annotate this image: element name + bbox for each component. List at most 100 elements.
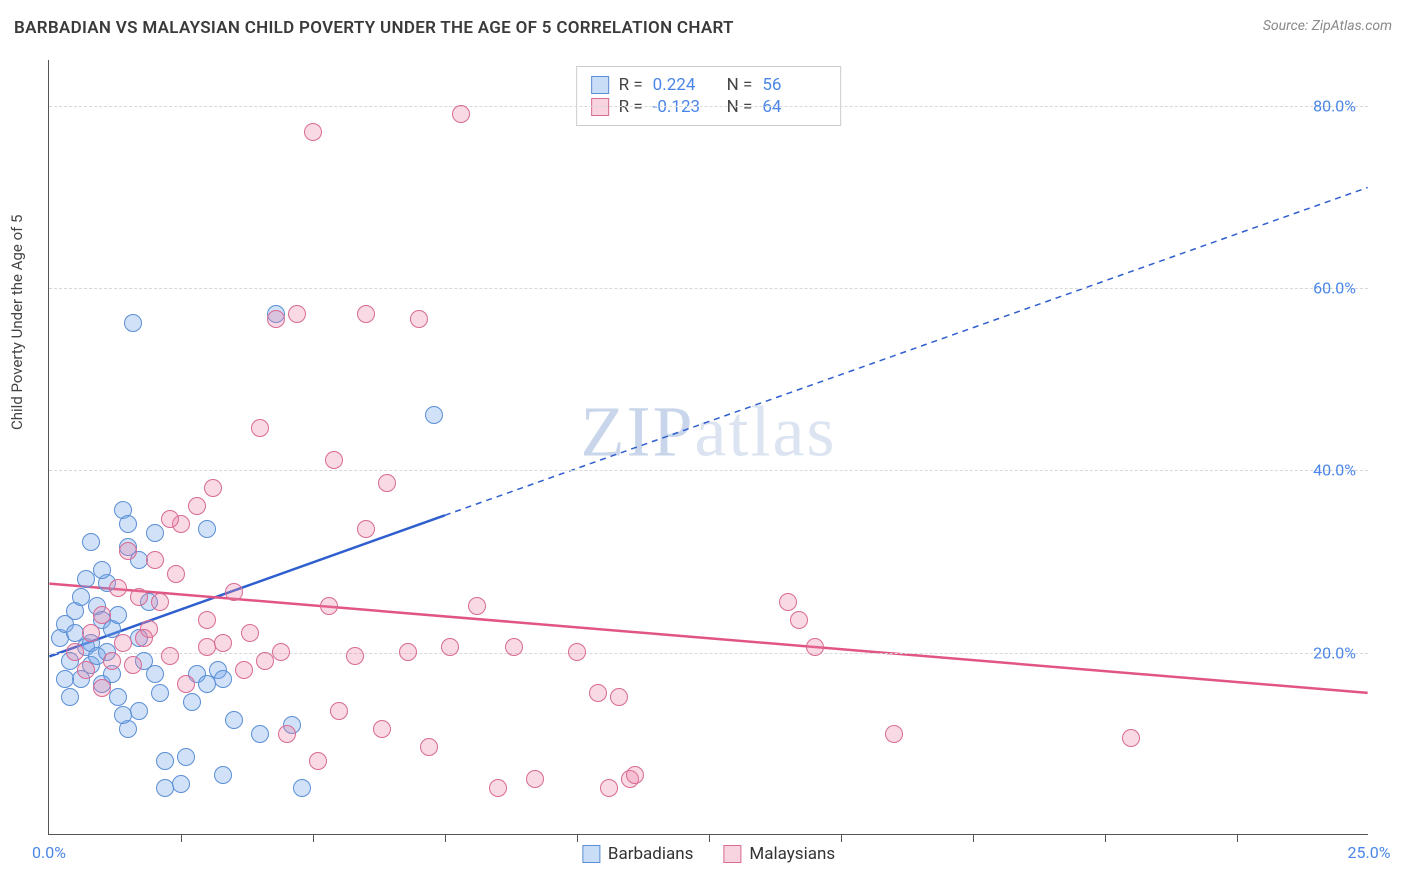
data-point (66, 643, 84, 661)
data-point (119, 542, 137, 560)
data-point (1122, 729, 1140, 747)
data-point (304, 123, 322, 141)
data-point (325, 451, 343, 469)
data-point (114, 706, 132, 724)
gridline (49, 653, 1368, 654)
data-point (425, 406, 443, 424)
x-tick (577, 834, 578, 842)
data-point (626, 766, 644, 784)
data-point (124, 656, 142, 674)
y-tick-label: 80.0% (1313, 96, 1356, 115)
data-point (378, 474, 396, 492)
data-point (93, 606, 111, 624)
data-point (489, 779, 507, 797)
y-tick-label: 60.0% (1313, 278, 1356, 297)
data-point (130, 588, 148, 606)
swatch-malaysians (591, 98, 609, 116)
stats-row-barbadians: R = 0.224 N = 56 (591, 75, 827, 95)
chart-title: BARBADIAN VS MALAYSIAN CHILD POVERTY UND… (14, 18, 734, 38)
data-point (198, 611, 216, 629)
data-point (93, 561, 111, 579)
data-point (806, 638, 824, 656)
data-point (146, 551, 164, 569)
data-point (119, 515, 137, 533)
scatter-chart: ZIPatlas R = 0.224 N = 56 R = -0.123 N =… (48, 60, 1368, 835)
data-point (526, 770, 544, 788)
watermark: ZIPatlas (581, 390, 837, 473)
data-point (330, 702, 348, 720)
y-axis-label: Child Poverty Under the Age of 5 (8, 215, 26, 431)
data-point (505, 638, 523, 656)
data-point (272, 643, 290, 661)
legend-item-malaysians: Malaysians (723, 844, 835, 864)
data-point (151, 684, 169, 702)
data-point (151, 593, 169, 611)
data-point (346, 647, 364, 665)
data-point (56, 670, 74, 688)
data-point (103, 652, 121, 670)
data-point (130, 702, 148, 720)
gridline (49, 288, 1368, 289)
data-point (82, 533, 100, 551)
data-point (885, 725, 903, 743)
data-point (225, 711, 243, 729)
legend-label: Barbadians (608, 844, 694, 864)
data-point (267, 310, 285, 328)
data-point (420, 738, 438, 756)
gridline (49, 470, 1368, 471)
data-point (468, 597, 486, 615)
data-point (93, 679, 111, 697)
gridline (49, 106, 1368, 107)
data-point (146, 665, 164, 683)
x-tick (1105, 834, 1106, 842)
data-point (600, 779, 618, 797)
x-tick (181, 834, 182, 842)
data-point (135, 629, 153, 647)
data-point (214, 670, 232, 688)
data-point (373, 720, 391, 738)
x-tick (445, 834, 446, 842)
data-point (177, 748, 195, 766)
stats-row-malaysians: R = -0.123 N = 64 (591, 97, 827, 117)
x-tick (973, 834, 974, 842)
data-point (251, 419, 269, 437)
data-point (357, 520, 375, 538)
data-point (77, 661, 95, 679)
data-point (183, 693, 201, 711)
data-point (82, 624, 100, 642)
data-point (161, 647, 179, 665)
data-point (278, 725, 296, 743)
legend-item-barbadians: Barbadians (582, 844, 694, 864)
data-point (61, 688, 79, 706)
data-point (109, 579, 127, 597)
data-point (161, 510, 179, 528)
data-point (235, 661, 253, 679)
data-point (589, 684, 607, 702)
y-tick-label: 20.0% (1313, 643, 1356, 662)
trend-lines (49, 60, 1368, 834)
swatch-barbadians-legend (582, 845, 600, 863)
source-label: Source: ZipAtlas.com (1263, 18, 1392, 34)
data-point (568, 643, 586, 661)
swatch-malaysians-legend (723, 845, 741, 863)
data-point (172, 775, 190, 793)
swatch-barbadians (591, 76, 609, 94)
data-point (225, 583, 243, 601)
data-point (779, 593, 797, 611)
data-point (610, 688, 628, 706)
data-point (214, 634, 232, 652)
data-point (146, 524, 164, 542)
data-point (204, 479, 222, 497)
x-tick-label: 25.0% (1348, 843, 1391, 862)
x-tick (709, 834, 710, 842)
x-tick (1237, 834, 1238, 842)
data-point (177, 675, 195, 693)
legend-label: Malaysians (749, 844, 835, 864)
data-point (357, 305, 375, 323)
data-point (288, 305, 306, 323)
data-point (293, 779, 311, 797)
x-tick-label: 0.0% (32, 843, 66, 862)
x-tick (313, 834, 314, 842)
data-point (441, 638, 459, 656)
data-point (214, 766, 232, 784)
